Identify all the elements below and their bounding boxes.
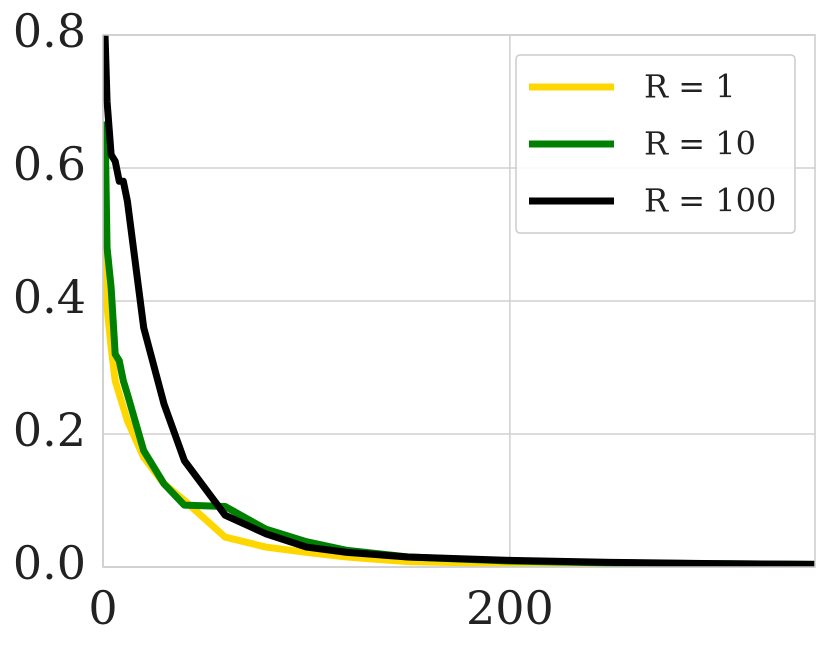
legend-box [515,54,796,234]
legend-label: R = 1 [644,68,736,106]
legend-label: R = 100 [644,182,776,220]
lines [103,35,815,567]
y-tick-label: 0.8 [13,4,86,58]
series-line [103,35,815,567]
legend: R = 1 R = 10 R = 100 [515,54,796,234]
y-tick-label: 0.4 [13,270,86,324]
y-tick-label: 0.6 [13,137,86,191]
x-tick-label: 200 [466,581,554,635]
legend-label: R = 10 [644,125,756,163]
y-tick-label: 0.2 [13,403,86,457]
y-tick-label: 0.0 [13,536,86,590]
plot-frame [102,34,816,568]
x-tick-label: 0 [88,581,117,635]
ticks: 0.0 0.2 0.4 0.6 0.8 0 200 [13,4,554,635]
series-line [103,234,815,567]
